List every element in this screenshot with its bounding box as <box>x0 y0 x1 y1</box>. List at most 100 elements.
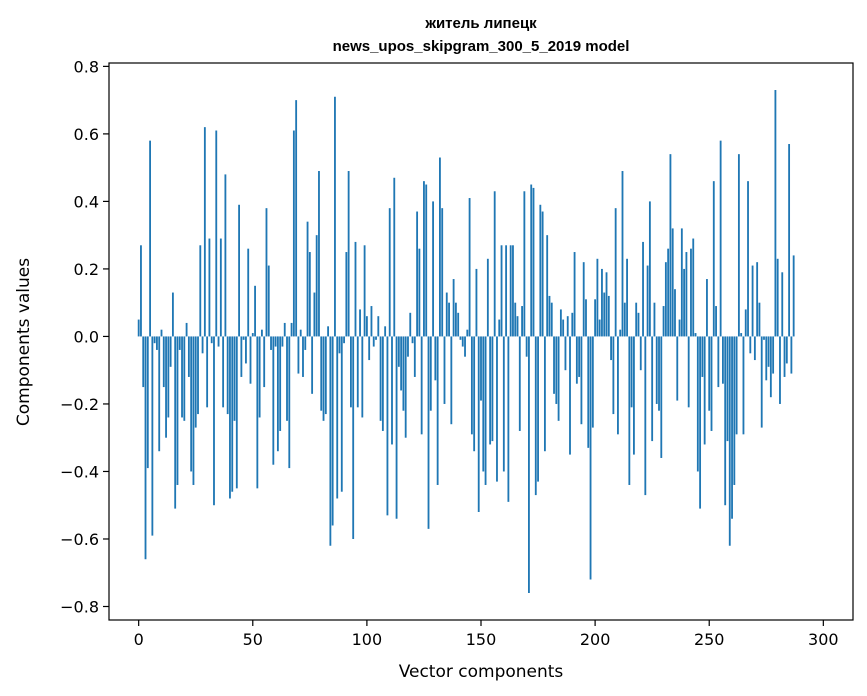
bar <box>343 336 345 344</box>
bar <box>441 208 444 337</box>
bar <box>197 336 199 415</box>
bar <box>274 336 277 347</box>
bar <box>728 336 731 546</box>
y-tick-label: −0.2 <box>60 395 99 414</box>
bar <box>617 336 619 435</box>
bar <box>329 336 332 546</box>
bar <box>774 90 777 337</box>
bar <box>635 302 638 337</box>
bar <box>603 292 606 337</box>
bar <box>292 130 295 337</box>
bar <box>270 336 272 350</box>
bar <box>267 265 270 337</box>
bar <box>192 336 195 485</box>
bar <box>658 336 660 411</box>
bar <box>749 336 752 354</box>
bar <box>290 322 293 337</box>
bar <box>429 336 432 411</box>
bar <box>758 302 761 337</box>
bar <box>169 336 172 367</box>
bar <box>384 326 387 337</box>
bar <box>320 336 323 411</box>
bar <box>541 211 544 337</box>
bar <box>548 295 551 337</box>
bar <box>651 336 654 442</box>
bar <box>667 248 670 337</box>
bar <box>491 336 494 442</box>
bar <box>350 336 352 408</box>
bar <box>512 245 514 337</box>
bar <box>477 336 480 512</box>
bar <box>156 336 158 350</box>
bar <box>646 265 649 337</box>
bar <box>484 336 487 485</box>
bar <box>365 316 368 337</box>
bar <box>160 329 163 337</box>
bar <box>628 336 631 485</box>
bar <box>594 299 597 337</box>
bar <box>404 336 407 438</box>
bar <box>605 272 608 337</box>
bar <box>573 252 576 337</box>
bar <box>407 336 409 357</box>
bar <box>710 336 713 431</box>
bar <box>706 279 708 337</box>
bar <box>788 144 791 337</box>
bar <box>585 299 587 337</box>
bar <box>699 336 702 509</box>
bar <box>623 302 626 337</box>
bar <box>747 181 749 337</box>
bar <box>327 326 330 337</box>
bar <box>719 140 722 337</box>
bar <box>322 336 325 421</box>
x-tick-label: 0 <box>134 630 144 649</box>
x-tick-label: 300 <box>808 630 839 649</box>
bar <box>607 295 610 337</box>
bar <box>194 336 197 428</box>
bar <box>256 336 259 489</box>
bar <box>457 312 460 337</box>
bar <box>352 336 355 539</box>
bar <box>744 309 747 337</box>
bar <box>717 336 720 388</box>
bar <box>263 336 266 388</box>
bar <box>539 204 542 337</box>
y-tick-label: −0.4 <box>60 462 99 481</box>
bar <box>247 248 250 337</box>
bar <box>498 319 501 337</box>
bar <box>685 252 688 337</box>
ticks-group: 0 50 100 150 200 250 300 −0.8 −0.6 −0.4 −0.2 0.0 0.2… <box>60 57 838 649</box>
y-tick-label: −0.6 <box>60 530 99 549</box>
bar <box>265 208 268 337</box>
bar <box>516 316 519 337</box>
bar <box>413 336 416 377</box>
bar <box>760 336 763 428</box>
bar <box>450 336 453 425</box>
bar <box>765 336 768 381</box>
bar <box>258 336 261 418</box>
bar <box>425 184 428 337</box>
bar <box>753 336 756 361</box>
bar <box>769 336 772 398</box>
bar <box>187 336 190 377</box>
bar <box>509 245 512 337</box>
bar <box>165 336 167 438</box>
bar <box>226 336 229 415</box>
bar <box>653 302 656 337</box>
bar <box>589 336 592 580</box>
bar <box>735 336 738 435</box>
bar <box>443 336 446 404</box>
bar <box>434 336 437 381</box>
x-tick-label: 250 <box>694 630 725 649</box>
bar <box>500 245 503 337</box>
bar <box>783 336 786 377</box>
bar <box>703 336 706 445</box>
bar <box>315 235 318 337</box>
bar <box>562 319 565 337</box>
bar <box>254 285 256 337</box>
bar <box>386 336 389 516</box>
bar <box>680 228 683 337</box>
bar <box>281 336 284 347</box>
bar <box>233 336 236 421</box>
